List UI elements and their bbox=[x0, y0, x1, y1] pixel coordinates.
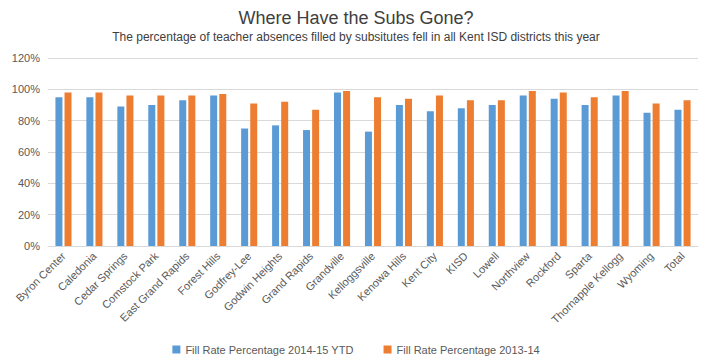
svg-text:The percentage of teacher abse: The percentage of teacher absences fille… bbox=[112, 30, 600, 44]
svg-text:100%: 100% bbox=[12, 83, 40, 95]
svg-text:60%: 60% bbox=[18, 146, 40, 158]
svg-text:120%: 120% bbox=[12, 52, 40, 64]
svg-text:Wyoming: Wyoming bbox=[615, 250, 656, 291]
svg-text:Sparta: Sparta bbox=[562, 249, 594, 282]
svg-text:Cedar Springs: Cedar Springs bbox=[71, 249, 129, 307]
svg-text:Godwin Heights: Godwin Heights bbox=[221, 249, 285, 314]
svg-text:Where Have the Subs Gone?: Where Have the Subs Gone? bbox=[238, 8, 473, 28]
svg-text:20%: 20% bbox=[18, 209, 40, 221]
svg-text:Grand Rapids: Grand Rapids bbox=[259, 249, 316, 306]
svg-text:40%: 40% bbox=[18, 177, 40, 189]
svg-text:Godfrey-Lee: Godfrey-Lee bbox=[201, 249, 254, 302]
svg-text:Fill Rate Percentage 2014-15 Y: Fill Rate Percentage 2014-15 YTD bbox=[185, 344, 353, 356]
svg-text:Comstock Park: Comstock Park bbox=[99, 249, 161, 311]
svg-text:Northview: Northview bbox=[489, 250, 532, 293]
svg-text:Kenowa Hills: Kenowa Hills bbox=[355, 249, 409, 303]
svg-text:Kent City: Kent City bbox=[399, 249, 439, 289]
svg-text:0%: 0% bbox=[24, 240, 40, 252]
svg-text:Kelloggsville: Kelloggsville bbox=[325, 249, 378, 302]
svg-text:Rockford: Rockford bbox=[523, 250, 563, 290]
svg-text:80%: 80% bbox=[18, 115, 40, 127]
svg-text:Lowell: Lowell bbox=[470, 249, 502, 281]
svg-text:Grandville: Grandville bbox=[302, 249, 347, 294]
svg-text:Fill Rate Percentage 2013-14: Fill Rate Percentage 2013-14 bbox=[397, 344, 540, 356]
svg-text:KISD: KISD bbox=[443, 250, 470, 277]
svg-text:East Grand Rapids: East Grand Rapids bbox=[117, 249, 192, 324]
svg-text:Byron Center: Byron Center bbox=[13, 250, 67, 304]
svg-text:Total: Total bbox=[662, 250, 687, 275]
svg-text:Caledonia: Caledonia bbox=[55, 249, 99, 294]
svg-text:Thornapple Kellogg: Thornapple Kellogg bbox=[549, 250, 625, 326]
svg-text:Forest Hills: Forest Hills bbox=[175, 249, 223, 298]
